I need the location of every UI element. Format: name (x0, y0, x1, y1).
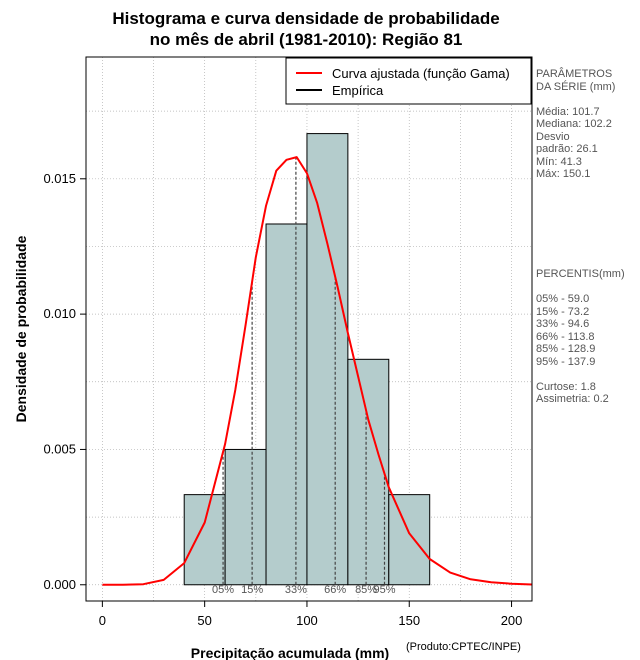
stats-sd-line-1: Desvio (536, 130, 570, 143)
y-tick-label: 0.005 (43, 441, 76, 456)
percentile-label: 05% (212, 584, 234, 596)
stats-mean: Média: 101.7 (536, 105, 600, 118)
percentile-66: 66% - 113.8 (536, 330, 595, 343)
percentile-05: 05% - 59.0 (536, 293, 590, 305)
histogram-bars (183, 133, 431, 586)
percentile-95: 95% - 137.9 (536, 355, 596, 368)
stats-max: Máx: 150.1 (536, 168, 591, 180)
histogram-bar (224, 448, 267, 586)
percentile-label: 66% (324, 584, 346, 596)
x-axis-label: Precipitação acumulada (mm) (191, 645, 389, 660)
stats-sd-line-2: padrão: 26.1 (536, 143, 598, 155)
percentile-label: 15% (241, 584, 263, 596)
stats-heading-2: DA SÉRIE (mm) (536, 80, 616, 93)
percentiles-heading: PERCENTIS(mm) (536, 268, 625, 280)
percentiles-panel: PERCENTIS(mm) 05% - 59.0 15% - 73.2 33% … (536, 268, 625, 406)
histogram-bar (388, 494, 431, 586)
percentile-label: 95% (373, 584, 395, 596)
y-tick-label: 0.010 (43, 306, 76, 321)
percentile-label: 85% (355, 584, 377, 596)
gamma-curve-layer (102, 156, 533, 586)
stats-min: Mín: 41.3 (536, 155, 582, 168)
x-tick-label: 0 (99, 613, 106, 628)
histogram-bar (347, 358, 390, 586)
percentile-33: 33% - 94.6 (536, 318, 590, 330)
percentiles-spacer (536, 281, 625, 294)
percentile-85: 85% - 128.9 (536, 343, 596, 355)
legend-box (285, 57, 532, 105)
chart-title-line-2: no mês de abril (1981-2010): Região 81 (149, 30, 463, 49)
legend-curve-label: Curva ajustada (função Gama) (332, 66, 510, 81)
legend-empirical-label: Empírica (332, 83, 384, 98)
x-tick-label: 50 (197, 613, 211, 628)
skewness-value: Assimetria: 0.2 (536, 393, 609, 405)
histogram-bar (306, 133, 349, 586)
gamma-curve-line (102, 156, 533, 586)
stats-spacer (536, 93, 615, 106)
legend: Curva ajustada (função Gama) Empírica (285, 57, 532, 105)
product-credit: (Produto:CPTEC/INPE) (406, 641, 521, 653)
stats-median: Mediana: 102.2 (536, 118, 612, 130)
stats-heading-1: PARÂMETROS (536, 68, 613, 80)
y-axis-label: Densidade de probabilidade (13, 235, 29, 422)
percentiles-spacer-2 (536, 368, 625, 381)
percentile-15: 15% - 73.2 (536, 305, 590, 318)
percentile-label: 33% (285, 584, 307, 596)
y-tick-label: 0.015 (43, 171, 76, 186)
chart-title: Histograma e curva densidade de probabil… (0, 8, 612, 50)
x-tick-label: 200 (501, 613, 523, 628)
percentile-markers: 05% 15% 33% 66% 85%95% (212, 157, 396, 596)
y-tick-label: 0.000 (43, 577, 76, 592)
histogram-bar (265, 223, 308, 586)
x-tick-label: 100 (296, 613, 318, 628)
plot-frame (85, 56, 533, 602)
series-parameters-panel: PARÂMETROS DA SÉRIE (mm) Média: 101.7 Me… (536, 68, 615, 181)
kurtosis-value: Curtose: 1.8 (536, 380, 596, 393)
histogram-bar (183, 494, 226, 586)
x-tick-label: 150 (398, 613, 420, 628)
axes: 0 50 100 150 200 0.000 0.005 0.010 0.015 (43, 171, 522, 628)
chart-title-line-1: Histograma e curva densidade de probabil… (112, 9, 500, 28)
